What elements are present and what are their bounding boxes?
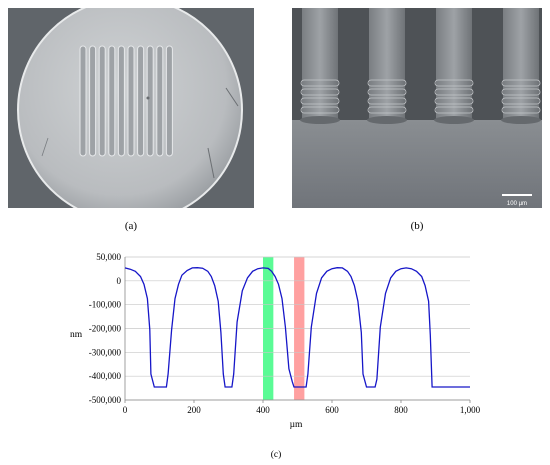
grating-line: [79, 45, 87, 157]
x-tick-label: 600: [325, 405, 339, 415]
grating-line: [156, 45, 164, 157]
caption-a: (a): [124, 220, 138, 232]
sem-image-a: [8, 8, 254, 208]
y-tick-label: 0: [117, 276, 122, 286]
x-tick-label: 400: [256, 405, 270, 415]
sem-image-b: 100 µm: [292, 8, 542, 208]
grating-line: [127, 45, 135, 157]
scale-bar-label: 100 µm: [507, 201, 527, 207]
y-tick-label: -200,000: [89, 324, 122, 334]
grating-line: [146, 45, 154, 157]
profile-chart: 50,000 0 -100,000 -200,000 -300,000 -400,000 -…: [70, 252, 481, 460]
x-tick-labels: 0 200 400 600 800 1,000: [123, 405, 481, 415]
x-axis-label: µm: [290, 420, 303, 430]
grating-line: [98, 45, 106, 157]
grating-line: [165, 45, 173, 157]
ridge: [367, 8, 407, 124]
x-tick-label: 0: [123, 405, 128, 415]
x-tick-label: 1,000: [460, 405, 481, 415]
caption-b: (b): [410, 220, 424, 232]
y-tick-label: 50,000: [96, 252, 121, 262]
ridge: [501, 8, 541, 124]
x-tick-label: 200: [187, 405, 201, 415]
ridge: [300, 8, 340, 124]
y-tick-label: -100,000: [89, 300, 122, 310]
ridges: [300, 8, 541, 124]
grating-line: [137, 45, 145, 157]
grating-lines: [79, 45, 173, 157]
y-tick-label: -400,000: [89, 371, 122, 381]
ridge: [434, 8, 474, 124]
caption-c: (c): [271, 449, 282, 460]
y-tick-labels: 50,000 0 -100,000 -200,000 -300,000 -400,000 -…: [89, 252, 122, 405]
y-tick-label: -500,000: [89, 395, 122, 405]
grating-line: [89, 45, 97, 157]
profile-line: [124, 267, 470, 388]
axes: [124, 257, 471, 403]
x-tick-label: 800: [394, 405, 408, 415]
y-axis-label: nm: [70, 330, 83, 340]
y-tick-label: -300,000: [89, 347, 122, 357]
sem-image-b-drawing: 100 µm: [292, 8, 542, 208]
grating-line: [108, 45, 116, 157]
sem-image-a-drawing: [8, 8, 254, 208]
grating-line: [117, 45, 125, 157]
